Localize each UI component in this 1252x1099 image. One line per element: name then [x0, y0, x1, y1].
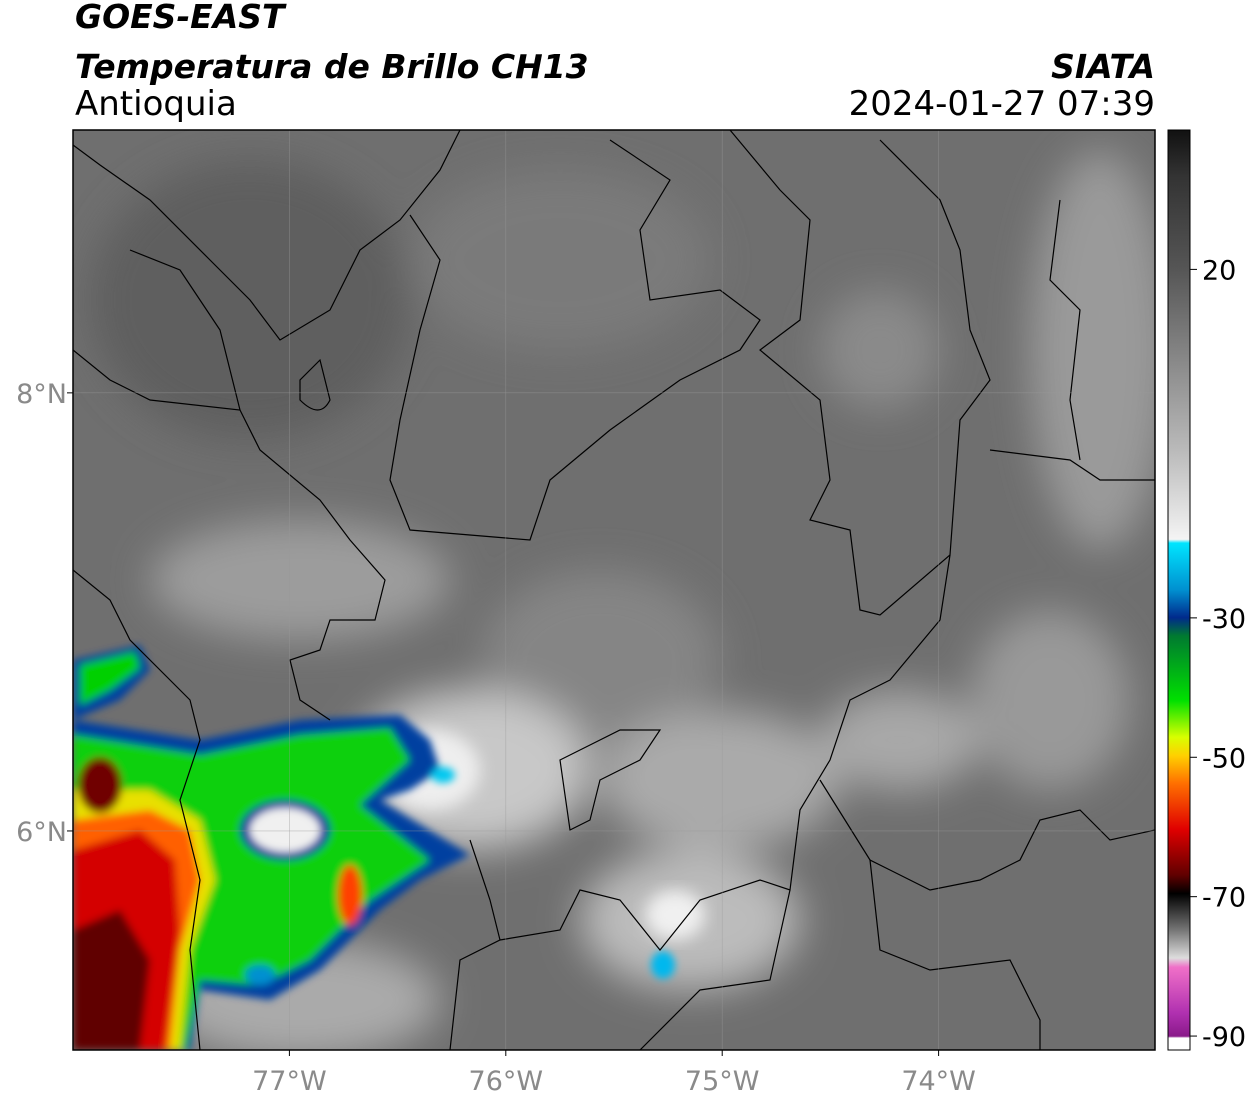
x-tick-label: 76°W	[469, 1066, 544, 1097]
y-tick-label: 6°N	[16, 817, 67, 848]
region: Antioquia	[75, 84, 237, 124]
x-tick-label: 77°W	[252, 1066, 327, 1097]
colorbar-tick-label: -30	[1202, 604, 1246, 635]
colorbar-tick-label: -70	[1202, 883, 1246, 914]
source: SIATA	[1051, 47, 1155, 86]
subtitle: Temperatura de Brillo CH13	[75, 47, 589, 86]
title: GOES-EAST	[75, 0, 287, 36]
colorbar-tick-label: 20	[1202, 255, 1236, 286]
colorbar	[1167, 129, 1191, 1051]
map-image	[73, 130, 1155, 1050]
x-tick-label: 75°W	[685, 1066, 760, 1097]
x-tick-label: 74°W	[901, 1066, 976, 1097]
map-frame	[72, 129, 1156, 1051]
datetime: 2024-01-27 07:39	[849, 84, 1155, 124]
colorbar-tick-label: -90	[1202, 1022, 1246, 1053]
colorbar-tick-label: -50	[1202, 743, 1246, 774]
y-tick-label: 8°N	[16, 379, 67, 410]
grid	[73, 130, 1155, 1050]
